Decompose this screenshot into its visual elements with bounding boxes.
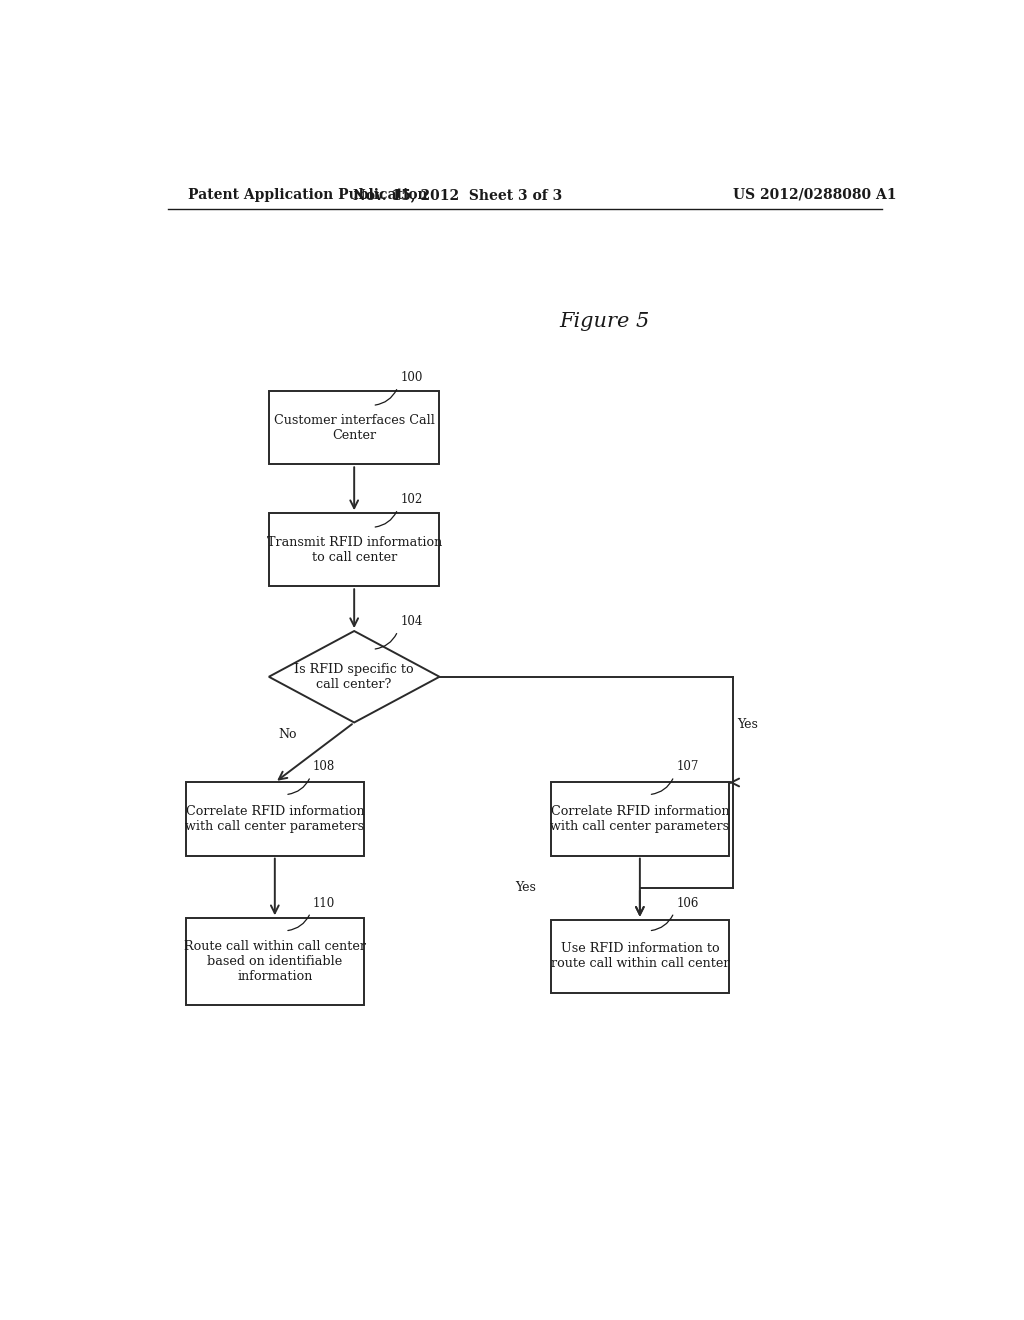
- Text: Yes: Yes: [515, 882, 536, 894]
- Text: US 2012/0288080 A1: US 2012/0288080 A1: [733, 187, 896, 202]
- FancyBboxPatch shape: [551, 920, 729, 993]
- Text: 108: 108: [313, 760, 335, 774]
- Text: Is RFID specific to
call center?: Is RFID specific to call center?: [294, 663, 414, 690]
- Text: Yes: Yes: [737, 718, 758, 731]
- Text: 106: 106: [677, 896, 698, 909]
- Text: Route call within call center
based on identifiable
information: Route call within call center based on i…: [184, 940, 366, 983]
- FancyBboxPatch shape: [551, 783, 729, 855]
- Text: No: No: [279, 727, 297, 741]
- Text: 110: 110: [313, 896, 335, 909]
- Polygon shape: [269, 631, 439, 722]
- Text: Use RFID information to
route call within call center: Use RFID information to route call withi…: [551, 942, 729, 970]
- Text: Nov. 15, 2012  Sheet 3 of 3: Nov. 15, 2012 Sheet 3 of 3: [352, 187, 562, 202]
- Text: Correlate RFID information
with call center parameters: Correlate RFID information with call cen…: [550, 805, 729, 833]
- Text: Customer interfaces Call
Center: Customer interfaces Call Center: [273, 413, 434, 442]
- FancyBboxPatch shape: [185, 783, 365, 855]
- Text: 107: 107: [677, 760, 698, 774]
- Text: 104: 104: [400, 615, 423, 628]
- Text: 100: 100: [400, 371, 423, 384]
- Text: Patent Application Publication: Patent Application Publication: [187, 187, 427, 202]
- Text: 102: 102: [400, 492, 423, 506]
- FancyBboxPatch shape: [269, 391, 439, 465]
- Text: Correlate RFID information
with call center parameters: Correlate RFID information with call cen…: [185, 805, 365, 833]
- FancyBboxPatch shape: [269, 513, 439, 586]
- Text: Figure 5: Figure 5: [559, 312, 649, 330]
- Text: Transmit RFID information
to call center: Transmit RFID information to call center: [266, 536, 441, 564]
- FancyBboxPatch shape: [185, 919, 365, 1005]
